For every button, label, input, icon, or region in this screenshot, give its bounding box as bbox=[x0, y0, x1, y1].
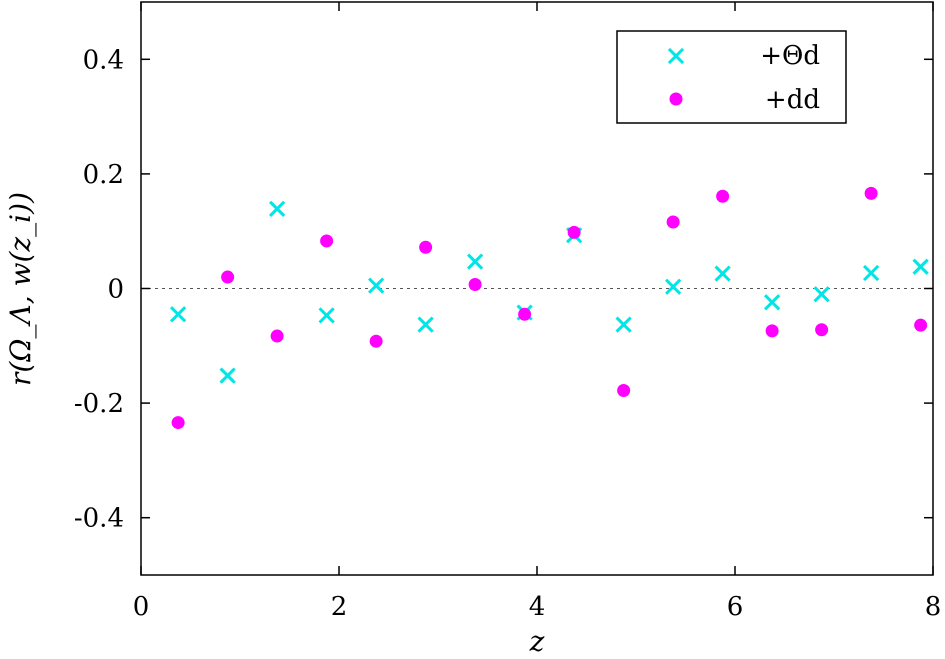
dot-point bbox=[320, 234, 334, 248]
cross-point bbox=[714, 265, 731, 282]
dot-point bbox=[815, 323, 829, 337]
y-tick-label: 0.2 bbox=[83, 160, 124, 190]
cross-point bbox=[219, 367, 236, 384]
dot-point bbox=[419, 240, 433, 254]
y-tick-label: -0.4 bbox=[74, 504, 124, 534]
y-tick-label: 0.4 bbox=[83, 45, 124, 75]
series-dd bbox=[171, 186, 928, 430]
dot-point bbox=[270, 329, 284, 343]
legend-label-theta-d: +Θd bbox=[760, 41, 820, 71]
legend: +Θd +dd bbox=[616, 30, 847, 124]
x-axis-title: z bbox=[529, 625, 545, 658]
dot-point bbox=[518, 307, 532, 321]
legend-dot-marker bbox=[669, 92, 683, 106]
x-tick-label: 4 bbox=[529, 592, 546, 622]
points-layer bbox=[170, 186, 929, 430]
cross-point bbox=[764, 294, 781, 311]
dot-point bbox=[716, 189, 730, 203]
legend-box bbox=[616, 30, 847, 124]
x-tick-label: 2 bbox=[331, 592, 348, 622]
legend-marker-dd bbox=[669, 92, 683, 106]
x-tick-label: 8 bbox=[925, 592, 942, 622]
legend-label-dd: +dd bbox=[765, 85, 820, 115]
x-tick-label: 0 bbox=[133, 592, 150, 622]
cross-point bbox=[170, 306, 187, 323]
dot-point bbox=[914, 318, 928, 332]
cross-point bbox=[912, 258, 929, 275]
cross-point bbox=[318, 307, 335, 324]
y-tick-label: 0 bbox=[107, 275, 124, 305]
dot-point bbox=[221, 270, 235, 284]
legend-marker-theta-d bbox=[667, 47, 685, 65]
x-tick-label: 6 bbox=[727, 592, 744, 622]
cross-point bbox=[615, 316, 632, 333]
cross-point bbox=[417, 316, 434, 333]
cross-point bbox=[269, 200, 286, 217]
dot-point bbox=[617, 383, 631, 397]
dot-point bbox=[369, 334, 383, 348]
legend-cross-marker bbox=[667, 47, 685, 65]
dot-point bbox=[765, 324, 779, 338]
dot-point bbox=[666, 215, 680, 229]
cross-point bbox=[813, 286, 830, 303]
y-tick-label: -0.2 bbox=[74, 389, 124, 419]
dot-point bbox=[567, 225, 581, 239]
y-tick-labels: -0.4 -0.2 0 0.2 0.4 bbox=[74, 45, 124, 533]
x-tick-labels: 0 2 4 6 8 bbox=[133, 592, 942, 622]
plot-frame bbox=[140, 1, 934, 576]
dot-point bbox=[864, 186, 878, 200]
cross-point bbox=[665, 278, 682, 295]
dot-point bbox=[468, 277, 482, 291]
y-axis-title: r(Ω_Λ, w(z_i)) bbox=[4, 192, 37, 386]
cross-point bbox=[467, 253, 484, 270]
dot-point bbox=[171, 416, 185, 430]
cross-point bbox=[863, 264, 880, 282]
cross-point bbox=[368, 277, 385, 294]
